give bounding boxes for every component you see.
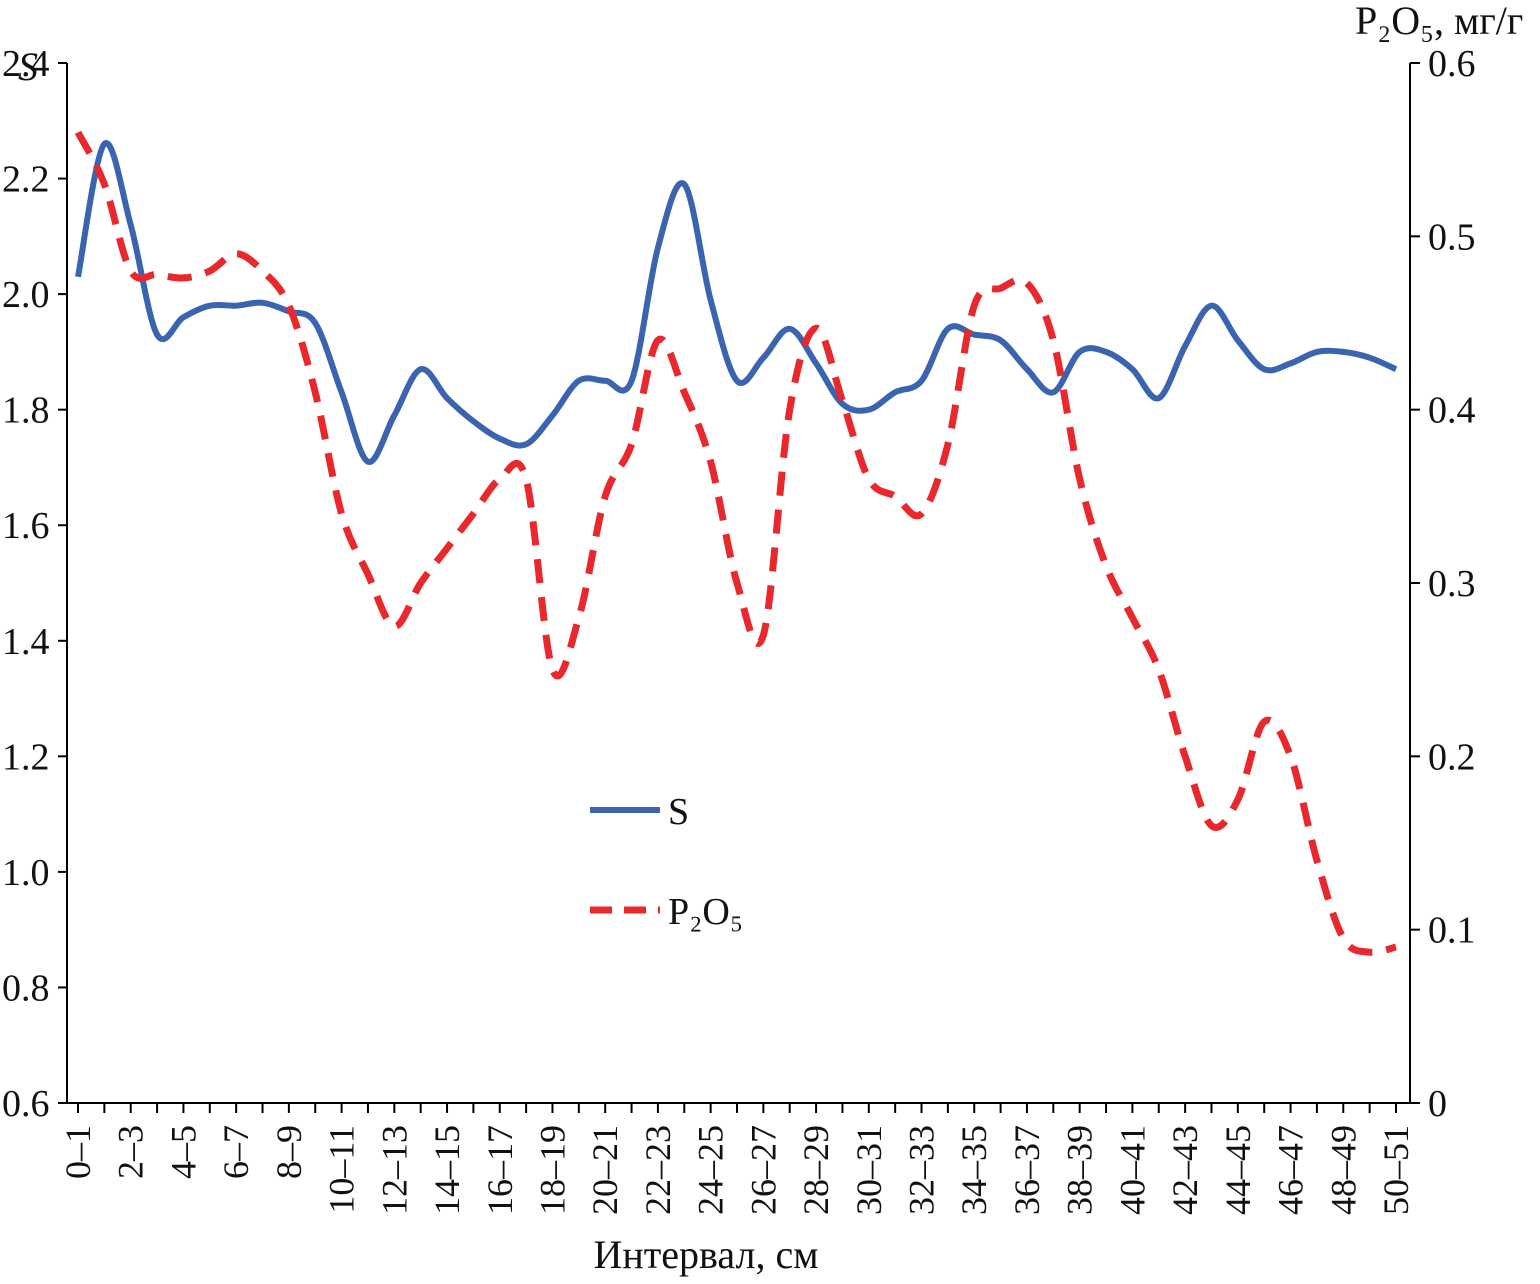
left-y-tick-label: 1.2 [2,736,50,778]
legend-label-p2o5: P₂O₅ [668,891,743,933]
x-tick-label: 6–7 [216,1125,256,1179]
x-tick-label: 12–13 [374,1125,414,1215]
left-y-tick-label: 0.6 [2,1083,50,1125]
right-y-tick-label: 0.5 [1428,216,1476,258]
x-tick-label: 0–1 [58,1125,98,1179]
x-tick-label: 20–21 [585,1125,625,1215]
right-y-axis-title: P₂O₅, мг/г [1355,0,1523,43]
left-y-tick-label: 1.0 [2,852,50,894]
x-tick-label: 26–27 [743,1125,783,1215]
x-tick-label: 42–43 [1165,1125,1205,1215]
x-tick-label: 46–47 [1271,1125,1311,1215]
x-tick-label: 4–5 [163,1125,203,1179]
legend-label-s: S [668,791,689,833]
x-tick-label: 38–39 [1060,1125,1100,1215]
x-tick-label: 8–9 [269,1125,309,1179]
x-tick-label: 30–31 [849,1125,889,1215]
right-y-tick-label: 0.3 [1428,563,1476,605]
x-tick-label: 32–33 [902,1125,942,1215]
x-tick-label: 14–15 [427,1125,467,1215]
x-tick-label: 48–49 [1323,1125,1363,1215]
x-axis: 0–1 2–3 4–5 6–7 8–9 10–11 12–13 14–15 16–17 18–19… [58,1103,1416,1215]
left-y-axis-title: S [18,44,38,89]
series-line-s [75,140,1398,465]
x-tick-label: 28–29 [796,1125,836,1215]
x-tick-label: 24–25 [691,1125,731,1215]
x-tick-label: 22–23 [638,1125,678,1215]
right-y-tick-label: 0 [1428,1083,1447,1125]
right-y-axis: 0 0.1 0.2 0.3 0.4 0.5 0.6 [1410,43,1476,1125]
left-y-tick-label: 1.6 [2,505,50,547]
left-y-tick-label: 2.2 [2,159,50,201]
x-tick-label: 50–51 [1376,1125,1416,1215]
plot-lines [74,130,1398,956]
left-y-tick-label: 2.4 [2,43,50,85]
x-axis-title: Интервал, см [593,1232,818,1277]
left-y-axis: 0.6 0.8 1.0 1.2 1.4 1.6 1.8 2.0 2.2 2.4 [2,43,67,1125]
x-tick-label: 44–45 [1218,1125,1258,1215]
left-y-tick-label: 0.8 [2,967,50,1009]
legend: S P₂O₅ [590,791,743,933]
x-tick-label: 36–37 [1007,1125,1047,1215]
x-tick-label: 34–35 [954,1125,994,1215]
x-tick-label: 18–19 [532,1125,572,1215]
right-y-tick-label: 0.4 [1428,390,1476,432]
x-tick-label: 16–17 [480,1125,520,1215]
right-y-tick-label: 0.1 [1428,910,1476,952]
right-y-tick-label: 0.6 [1428,43,1476,85]
x-tick-label: 10–11 [322,1125,362,1214]
left-y-tick-label: 1.8 [2,390,50,432]
left-y-tick-label: 2.0 [2,274,50,316]
right-y-tick-label: 0.2 [1428,736,1476,778]
series-line-p2o5 [74,130,1397,956]
x-tick-label: 2–3 [111,1125,151,1179]
left-y-tick-label: 1.4 [2,621,50,663]
x-tick-label: 40–41 [1112,1125,1152,1215]
